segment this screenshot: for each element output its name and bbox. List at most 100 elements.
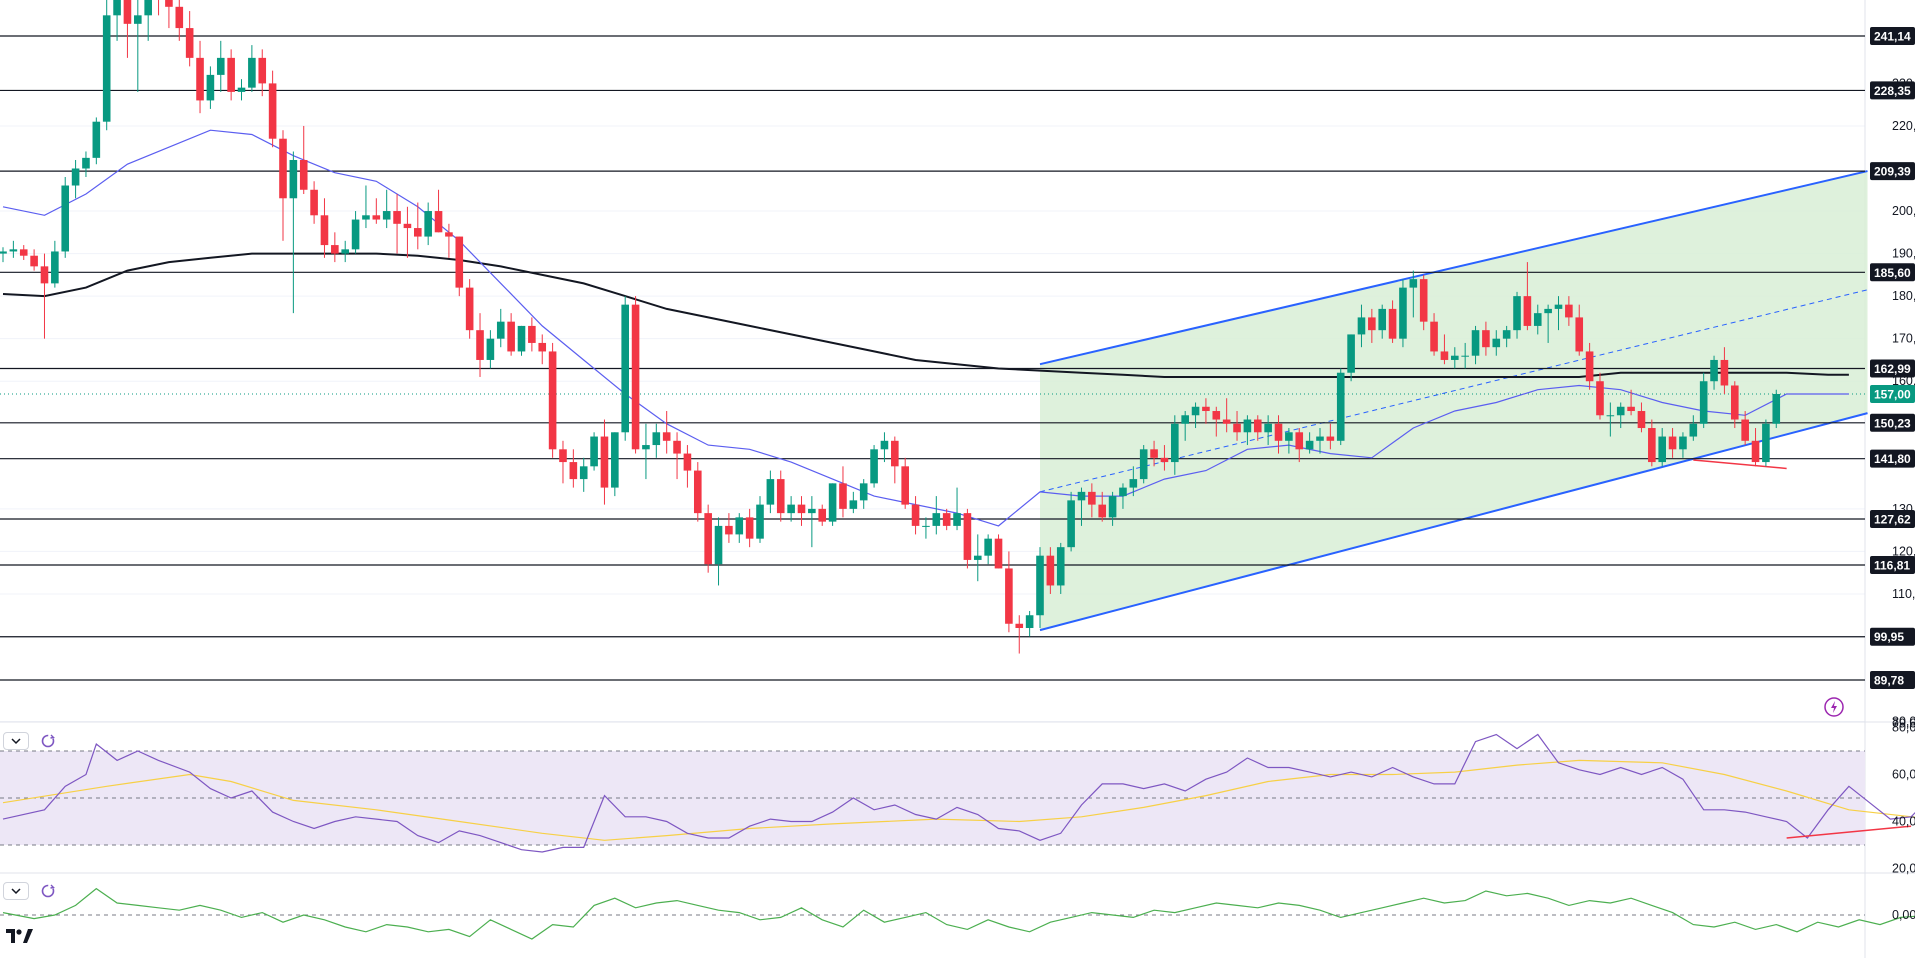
candle[interactable] bbox=[19, 245, 28, 260]
candle[interactable] bbox=[1368, 308, 1376, 343]
candle[interactable] bbox=[1699, 372, 1708, 429]
level-price-badge[interactable]: 162,99 bbox=[1870, 359, 1915, 378]
candle[interactable] bbox=[932, 496, 941, 535]
candle[interactable] bbox=[548, 342, 557, 458]
candle[interactable] bbox=[424, 202, 432, 246]
candle[interactable] bbox=[393, 194, 401, 254]
candle[interactable] bbox=[51, 240, 59, 288]
candle[interactable] bbox=[1212, 406, 1221, 437]
candle[interactable] bbox=[1295, 428, 1304, 463]
candle[interactable] bbox=[642, 423, 650, 480]
candle[interactable] bbox=[1399, 279, 1407, 348]
candle[interactable] bbox=[1616, 402, 1625, 429]
candle[interactable] bbox=[102, 0, 111, 131]
candle[interactable] bbox=[683, 445, 692, 488]
candle[interactable] bbox=[1015, 615, 1024, 654]
candle[interactable] bbox=[839, 466, 847, 518]
candle[interactable] bbox=[1160, 445, 1169, 471]
rsi-line[interactable] bbox=[2, 733, 1915, 853]
candle[interactable] bbox=[859, 479, 868, 509]
candle[interactable] bbox=[745, 508, 754, 548]
price-axis[interactable]: 220,00200,00190,00180,00170,00160,00130,… bbox=[1870, 27, 1915, 730]
candle[interactable] bbox=[1243, 415, 1252, 446]
candle[interactable] bbox=[1741, 411, 1749, 446]
candle[interactable] bbox=[1658, 428, 1666, 467]
candle[interactable] bbox=[963, 508, 972, 569]
candle[interactable] bbox=[901, 457, 909, 509]
rsi-panel[interactable]: 80,00 60,00 40,00 20,00 bbox=[0, 721, 1915, 876]
candle[interactable] bbox=[953, 487, 961, 531]
candle[interactable] bbox=[787, 496, 795, 522]
candle[interactable] bbox=[372, 198, 381, 224]
horizontal-levels[interactable] bbox=[0, 35, 1865, 681]
candle[interactable] bbox=[175, 0, 184, 41]
candle[interactable] bbox=[1689, 415, 1698, 441]
candle[interactable] bbox=[1150, 440, 1158, 467]
oscillator-refresh-icon[interactable] bbox=[39, 882, 57, 900]
candle[interactable] bbox=[507, 313, 515, 356]
current-price-badge[interactable]: 157,00 bbox=[1870, 384, 1915, 403]
candle[interactable] bbox=[693, 462, 702, 522]
candle[interactable] bbox=[1409, 270, 1418, 318]
candle[interactable] bbox=[891, 436, 899, 484]
candle[interactable] bbox=[382, 189, 391, 229]
trend-channel[interactable] bbox=[1039, 170, 1868, 632]
candle[interactable] bbox=[994, 534, 1003, 569]
candle[interactable] bbox=[113, 0, 121, 41]
candle[interactable] bbox=[155, 0, 163, 16]
candle[interactable] bbox=[9, 240, 18, 258]
candle[interactable] bbox=[144, 0, 152, 41]
candle[interactable] bbox=[310, 181, 318, 224]
candle[interactable] bbox=[1222, 398, 1231, 433]
candle[interactable] bbox=[403, 206, 412, 258]
candle[interactable] bbox=[1461, 342, 1469, 369]
candle[interactable] bbox=[942, 508, 951, 531]
candle[interactable] bbox=[71, 159, 80, 199]
candle[interactable] bbox=[1720, 347, 1729, 394]
candle[interactable] bbox=[165, 0, 173, 29]
candle[interactable] bbox=[631, 296, 640, 454]
candle[interactable] bbox=[1191, 402, 1200, 429]
level-price-badge[interactable]: 228,35 bbox=[1870, 81, 1915, 100]
candle[interactable] bbox=[1668, 428, 1677, 458]
level-price-badge[interactable]: 141,80 bbox=[1870, 449, 1915, 468]
candle[interactable] bbox=[1430, 313, 1438, 356]
candle[interactable] bbox=[1523, 262, 1532, 331]
candle[interactable] bbox=[320, 198, 329, 258]
candle[interactable] bbox=[1056, 542, 1065, 594]
candle[interactable] bbox=[1606, 402, 1615, 437]
candle[interactable] bbox=[1513, 291, 1521, 339]
candle[interactable] bbox=[1285, 428, 1293, 454]
level-price-badge[interactable]: 209,39 bbox=[1870, 162, 1915, 181]
candle[interactable] bbox=[1596, 372, 1604, 420]
candle[interactable] bbox=[1005, 551, 1013, 633]
candle[interactable] bbox=[30, 249, 38, 271]
candle[interactable] bbox=[590, 432, 598, 471]
candle[interactable] bbox=[445, 223, 453, 258]
candle[interactable] bbox=[984, 534, 992, 565]
level-price-badge[interactable]: 127,62 bbox=[1870, 510, 1915, 528]
candle[interactable] bbox=[1772, 389, 1781, 429]
candle[interactable] bbox=[341, 240, 350, 263]
candle[interactable] bbox=[1202, 398, 1210, 424]
candle[interactable] bbox=[496, 308, 505, 348]
candle[interactable] bbox=[61, 177, 70, 258]
candle[interactable] bbox=[1440, 334, 1449, 365]
candle[interactable] bbox=[880, 432, 889, 463]
candle[interactable] bbox=[1554, 296, 1563, 331]
candle[interactable] bbox=[0, 247, 7, 263]
candle[interactable] bbox=[704, 504, 712, 573]
candle[interactable] bbox=[776, 470, 785, 522]
candle[interactable] bbox=[92, 117, 101, 165]
candle[interactable] bbox=[870, 445, 878, 488]
candle[interactable] bbox=[134, 0, 142, 92]
candle[interactable] bbox=[486, 330, 495, 369]
candle[interactable] bbox=[362, 185, 370, 229]
channel-lower-line[interactable] bbox=[1039, 412, 1868, 632]
candle[interactable] bbox=[455, 236, 464, 297]
candle[interactable] bbox=[331, 232, 339, 263]
channel-upper-line[interactable] bbox=[1039, 170, 1868, 366]
candle[interactable] bbox=[1181, 411, 1189, 441]
candle[interactable] bbox=[465, 279, 474, 339]
